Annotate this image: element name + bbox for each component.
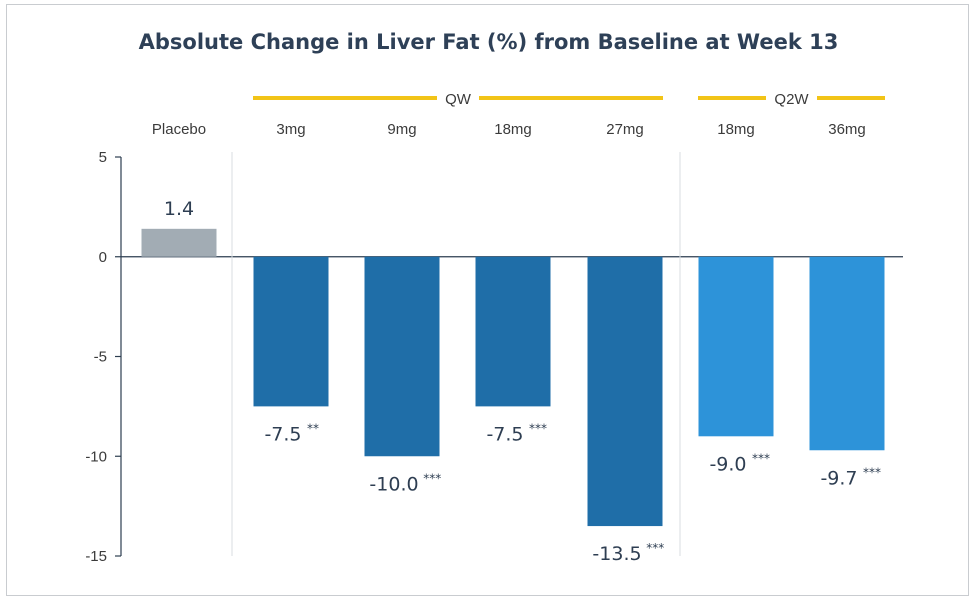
group-label: QW <box>445 91 472 108</box>
bar <box>364 256 440 457</box>
data-label: -9.0 <box>709 453 746 475</box>
category-label: 18mg <box>717 121 755 138</box>
category-label: 18mg <box>494 121 532 138</box>
bar <box>253 256 329 407</box>
significance-marker: *** <box>529 421 547 435</box>
category-label: 27mg <box>606 121 644 138</box>
category-label: 9mg <box>387 121 416 138</box>
data-label: -13.5 <box>592 543 641 565</box>
chart-title: Absolute Change in Liver Fat (%) from Ba… <box>138 30 839 54</box>
data-label: -7.5 <box>264 423 301 445</box>
bar <box>809 256 885 451</box>
category-label: Placebo <box>152 121 206 138</box>
y-tick-label: -5 <box>94 349 107 366</box>
y-tick-label: -15 <box>85 548 107 565</box>
bar <box>587 256 663 527</box>
data-label: -9.7 <box>820 467 857 489</box>
data-label: 1.4 <box>164 198 194 220</box>
significance-marker: *** <box>752 451 770 465</box>
significance-marker: *** <box>646 541 664 555</box>
bar <box>141 228 217 257</box>
category-label: 36mg <box>828 121 866 138</box>
data-label: -10.0 <box>369 473 418 495</box>
bar <box>698 256 774 437</box>
significance-marker: *** <box>863 465 881 479</box>
y-tick-label: 0 <box>99 249 107 266</box>
significance-marker: *** <box>423 471 441 485</box>
y-tick-label: -10 <box>85 448 107 465</box>
bar <box>475 256 551 407</box>
significance-marker: ** <box>307 421 319 435</box>
category-label: 3mg <box>276 121 305 138</box>
y-tick-label: 5 <box>99 149 107 166</box>
group-label: Q2W <box>774 91 809 108</box>
data-label: -7.5 <box>486 423 523 445</box>
